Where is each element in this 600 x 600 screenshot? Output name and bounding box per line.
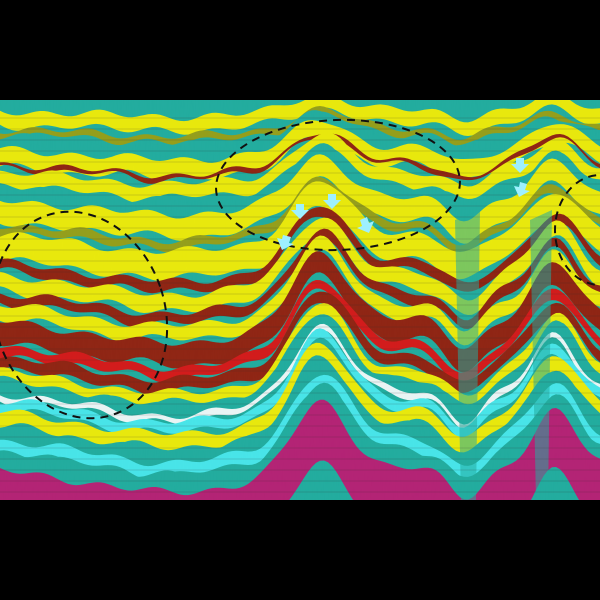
dashed-ellipse-center — [215, 118, 461, 252]
arrow-marker-icon — [277, 235, 294, 250]
arrow-marker-icon — [323, 194, 341, 209]
letterbox-top — [0, 0, 600, 100]
seismic-section — [0, 100, 600, 500]
seismic-plot — [0, 100, 600, 500]
dashed-ellipse-right — [554, 174, 600, 286]
arrow-marker-icon — [511, 158, 529, 173]
arrow-marker-icon — [291, 204, 309, 219]
arrow-marker-icon — [514, 182, 530, 197]
letterbox-bottom — [0, 500, 600, 600]
texture-overlay — [0, 100, 600, 500]
arrow-marker-icon — [357, 217, 374, 233]
arrow-markers — [277, 158, 530, 250]
dashed-ellipse-left — [0, 210, 169, 420]
